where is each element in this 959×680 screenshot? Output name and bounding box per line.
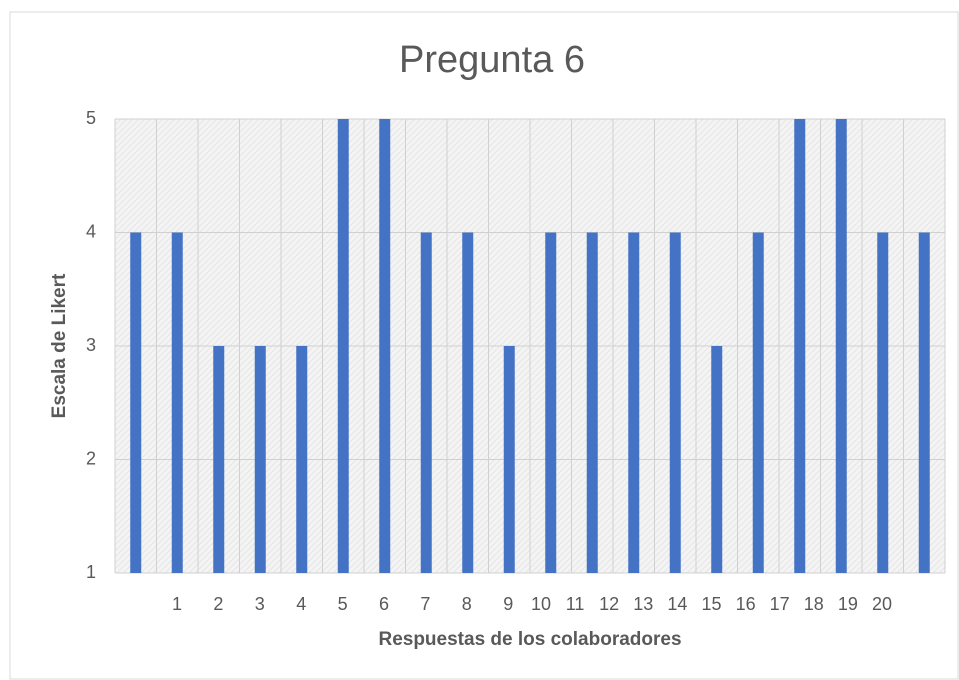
bar (918, 232, 930, 573)
x-tick-label: 20 (872, 594, 892, 614)
x-tick-label: 13 (633, 594, 653, 614)
x-tick-label: 16 (736, 594, 756, 614)
bar (420, 232, 432, 573)
x-tick-label: 9 (503, 594, 513, 614)
y-axis-label: Escala de Likert (49, 273, 70, 418)
x-axis-label: Respuestas de los colaboradores (378, 629, 681, 650)
y-tick-label: 4 (86, 221, 96, 241)
x-tick-label: 7 (420, 594, 430, 614)
bar (337, 119, 349, 573)
x-tick-label: 15 (701, 594, 721, 614)
bar (503, 346, 515, 573)
y-tick-label: 5 (86, 108, 96, 128)
x-tick-label: 1 (172, 594, 182, 614)
chart-title: Pregunta 6 (399, 39, 585, 81)
x-tick-label: 4 (296, 594, 306, 614)
x-tick-label: 11 (566, 594, 585, 614)
bar (462, 232, 474, 573)
bar (130, 232, 142, 573)
x-tick-label: 5 (338, 594, 348, 614)
bar (586, 232, 598, 573)
bar (545, 232, 557, 573)
x-tick-label: 12 (599, 594, 619, 614)
bar (379, 119, 391, 573)
bar (752, 232, 764, 573)
bar (254, 346, 266, 573)
bar (628, 232, 640, 573)
bar (794, 119, 806, 573)
bar (669, 232, 681, 573)
y-tick-label: 3 (86, 335, 96, 355)
y-tick-label: 2 (86, 448, 96, 468)
x-tick-label: 8 (462, 594, 472, 614)
bar (213, 346, 225, 573)
bar (711, 346, 723, 573)
x-tick-label: 10 (531, 594, 551, 614)
x-tick-label: 17 (770, 594, 790, 614)
x-tick-label: 18 (804, 594, 824, 614)
bar (835, 119, 847, 573)
y-tick-label: 1 (86, 562, 96, 582)
bar (296, 346, 308, 573)
x-tick-label: 14 (667, 594, 687, 614)
x-tick-label: 6 (379, 594, 389, 614)
bar (877, 232, 889, 573)
x-tick-label: 3 (255, 594, 265, 614)
bar (171, 232, 183, 573)
x-tick-label: 2 (213, 594, 223, 614)
x-tick-label: 19 (838, 594, 858, 614)
